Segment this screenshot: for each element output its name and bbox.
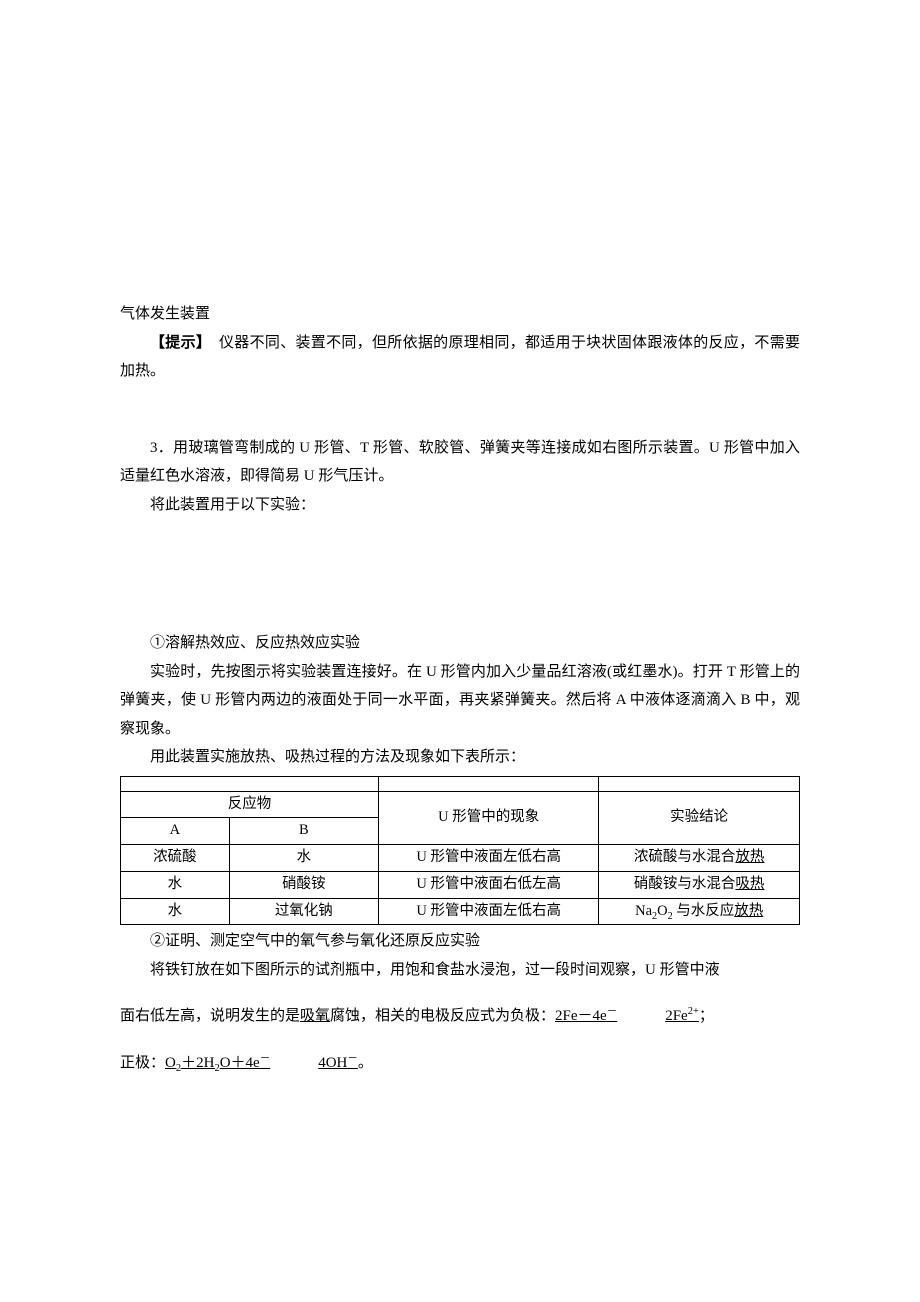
- figure-placeholder: [120, 519, 800, 629]
- cell-a: 浓硫酸: [121, 845, 230, 872]
- document-page: 气体发生装置 【提示】 仪器不同、装置不同，但所依据的原理相同，都适用于块状固体…: [0, 0, 920, 1137]
- table-row: 浓硫酸 水 U 形管中液面左低右高 浓硫酸与水混合放热: [121, 845, 800, 872]
- pos-electrode: O2＋2H2O＋4e－: [165, 1055, 270, 1071]
- neg-product: 2Fe2+: [665, 1008, 699, 1024]
- th-conclusion: 实验结论: [599, 791, 800, 845]
- underline-text: 吸氧: [300, 1008, 330, 1024]
- item1-p1: 实验时，先按图示将实验装置连接好。在 U 形管内加入少量品红溶液(或红墨水)。打…: [120, 658, 800, 744]
- text: ；: [699, 1008, 714, 1024]
- th-b: B: [229, 818, 378, 845]
- section3-p1: 3．用玻璃管弯制成的 U 形管、T 形管、软胶管、弹簧夹等连接成如右图所示装置。…: [120, 434, 800, 491]
- cell-a: 水: [121, 898, 230, 925]
- cell-conclusion: 硝酸铵与水混合吸热: [599, 871, 800, 898]
- cell-phenom: U 形管中液面左低右高: [379, 845, 599, 872]
- item1-title: ①溶解热效应、反应热效应实验: [120, 629, 800, 658]
- neg-electrode: 2Fe－4e－: [555, 1008, 617, 1024]
- th-a: A: [121, 818, 230, 845]
- spacer: [120, 1031, 800, 1049]
- text: 面右低左高，说明发生的是: [120, 1008, 300, 1024]
- table-row: 水 硝酸铵 U 形管中液面右低左高 硝酸铵与水混合吸热: [121, 871, 800, 898]
- th-phenom: U 形管中的现象: [379, 791, 599, 845]
- cell-b: 过氧化钠: [229, 898, 378, 925]
- tip-label: 【提示】: [150, 335, 204, 351]
- table-row: 反应物 U 形管中的现象 实验结论: [121, 791, 800, 818]
- pos-prefix: 正极：: [120, 1055, 165, 1071]
- pos-electrode-line: 正极：O2＋2H2O＋4e－ 4OH－。: [120, 1049, 800, 1078]
- cell-conclusion: 浓硫酸与水混合放热: [599, 845, 800, 872]
- item2-p2: 面右低左高，说明发生的是吸氧腐蚀，相关的电极反应式为负极：2Fe－4e－ 2Fe2…: [120, 1002, 800, 1031]
- tip-text: 仪器不同、装置不同，但所依据的原理相同，都适用于块状固体跟液体的反应，不需要加热…: [120, 335, 800, 380]
- tip-paragraph: 【提示】 仪器不同、装置不同，但所依据的原理相同，都适用于块状固体跟液体的反应，…: [120, 329, 800, 386]
- cell-b: 硝酸铵: [229, 871, 378, 898]
- text: 腐蚀，相关的电极反应式为负极：: [330, 1008, 555, 1024]
- cell-phenom: U 形管中液面左低右高: [379, 898, 599, 925]
- text: 。: [358, 1055, 373, 1071]
- figure-caption: 气体发生装置: [120, 300, 800, 329]
- cell-a: 水: [121, 871, 230, 898]
- experiment-table: 反应物 U 形管中的现象 实验结论 A B 浓硫酸 水 U 形管中液面左低右高 …: [120, 776, 800, 926]
- th-reactants: 反应物: [121, 791, 379, 818]
- item2-p1: 将铁钉放在如下图所示的试剂瓶中，用饱和食盐水浸泡，过一段时间观察，U 形管中液: [120, 956, 800, 985]
- table-row: 水 过氧化钠 U 形管中液面左低右高 Na2O2 与水反应放热: [121, 898, 800, 925]
- table-row: [121, 776, 800, 791]
- cell-conclusion: Na2O2 与水反应放热: [599, 898, 800, 925]
- cell-b: 水: [229, 845, 378, 872]
- spacer: [120, 386, 800, 434]
- spacer: [120, 984, 800, 1002]
- pos-product: 4OH－: [318, 1055, 358, 1071]
- item2-title: ②证明、测定空气中的氧气参与氧化还原反应实验: [120, 927, 800, 956]
- cell-phenom: U 形管中液面右低左高: [379, 871, 599, 898]
- item1-p2: 用此装置实施放热、吸热过程的方法及现象如下表所示：: [120, 743, 800, 772]
- section3-p2: 将此装置用于以下实验：: [120, 491, 800, 520]
